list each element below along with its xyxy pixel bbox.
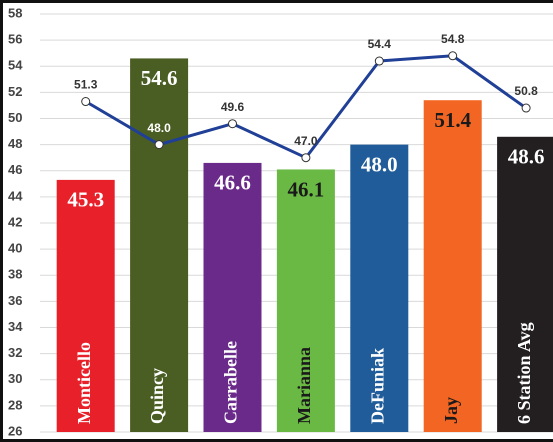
line-value-label: 48.0 — [147, 121, 171, 135]
y-tick-label: 30 — [8, 371, 22, 386]
bar-value-label: 54.6 — [141, 66, 178, 90]
bar — [276, 169, 335, 432]
y-tick-label: 56 — [8, 32, 22, 47]
line-value-label: 54.8 — [441, 32, 465, 46]
y-tick-label: 48 — [8, 136, 22, 151]
line-point — [81, 97, 91, 107]
line-point — [228, 119, 237, 129]
y-tick-label: 54 — [8, 58, 23, 73]
line-value-label: 50.8 — [514, 84, 538, 98]
line-value-label: 51.3 — [74, 78, 98, 92]
y-tick-label: 52 — [8, 84, 22, 99]
y-tick-label: 50 — [8, 110, 22, 125]
category-label: 6 Station Avg — [514, 322, 534, 424]
category-label: Marianna — [294, 347, 314, 424]
line-point — [521, 103, 531, 113]
y-tick-label: 32 — [8, 345, 22, 360]
bar — [56, 179, 115, 432]
bar-value-label: 45.3 — [67, 188, 104, 212]
y-tick-label: 58 — [8, 5, 22, 20]
category-label: Carrabelle — [221, 341, 241, 424]
y-tick-label: 44 — [8, 188, 23, 203]
line-value-label: 47.0 — [294, 134, 318, 148]
line-value-label: 54.4 — [368, 37, 392, 51]
category-label: Monticello — [74, 342, 94, 424]
bar-value-label: 48.0 — [361, 152, 398, 176]
bar-value-label: 46.1 — [288, 177, 325, 201]
line-point — [448, 51, 458, 61]
line-point — [374, 56, 384, 66]
category-label: Quincy — [147, 368, 167, 424]
category-label: Jay — [441, 397, 461, 424]
y-tick-label: 46 — [8, 162, 22, 177]
bar-value-label: 51.4 — [434, 108, 471, 132]
bar — [130, 58, 189, 432]
bar — [203, 162, 262, 432]
bar — [497, 136, 553, 432]
y-tick-label: 36 — [8, 293, 22, 308]
line-point — [301, 153, 311, 163]
category-label: DeFuniak — [367, 348, 387, 424]
bar — [350, 144, 409, 432]
y-tick-label: 38 — [8, 267, 22, 282]
bar — [423, 100, 482, 433]
y-tick-label: 28 — [8, 397, 22, 412]
bar-value-label: 48.6 — [508, 145, 545, 169]
y-tick-label: 40 — [8, 241, 22, 256]
y-tick-label: 26 — [8, 423, 22, 438]
y-tick-label: 34 — [8, 319, 23, 334]
line-point — [154, 140, 164, 150]
line-value-label: 49.6 — [221, 100, 245, 114]
bar-value-label: 46.6 — [214, 171, 251, 195]
y-tick-label: 42 — [8, 214, 22, 229]
